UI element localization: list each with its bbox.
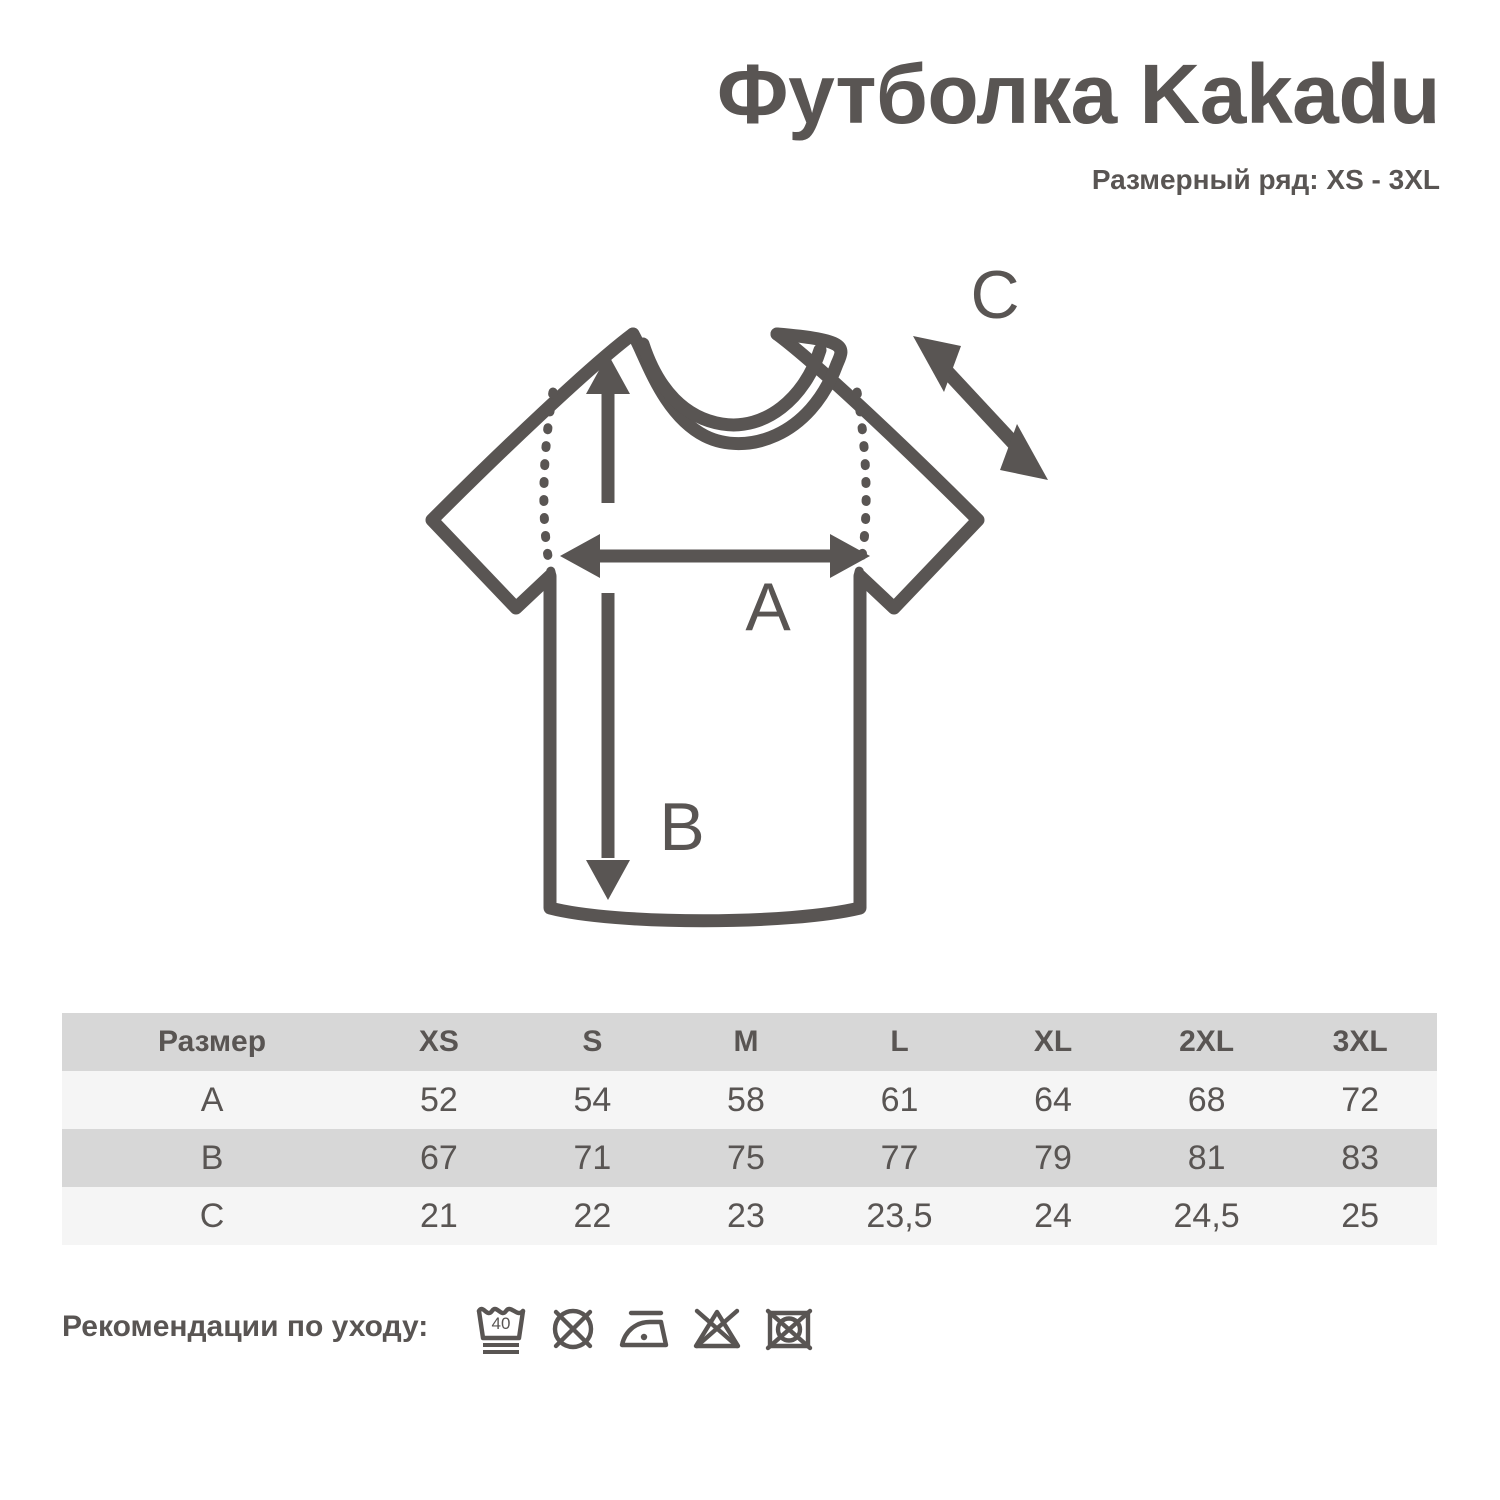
size-column-xs: XS bbox=[418, 1025, 459, 1058]
size-column-3xl: 3XL bbox=[1332, 1025, 1388, 1058]
wash-40-icon: 40 bbox=[477, 1306, 526, 1354]
table-row: C 21 22 23 23,5 24 24,5 25 bbox=[62, 1187, 1437, 1245]
cell-b-xs: 67 bbox=[419, 1138, 458, 1177]
measure-arrow-c bbox=[913, 336, 1048, 480]
cell-a-2xl: 68 bbox=[1187, 1080, 1226, 1119]
cell-c-xs: 21 bbox=[419, 1196, 458, 1235]
cell-c-l: 23,5 bbox=[866, 1196, 933, 1235]
tshirt-diagram: A B C bbox=[0, 268, 1500, 958]
care-instructions: Рекомендации по уходу: 40 bbox=[62, 1296, 1442, 1358]
size-table: Размер XS S M L XL 2XL 3XL A 52 54 58 61… bbox=[62, 1013, 1437, 1245]
measure-row-label-c: C bbox=[199, 1196, 225, 1235]
iron-dot bbox=[641, 1333, 648, 1341]
size-range-subtitle: Размерный ряд: XS - 3XL bbox=[1091, 163, 1440, 195]
care-icon-group: 40 bbox=[470, 1296, 820, 1358]
size-table-header-label: Размер bbox=[158, 1025, 267, 1058]
measure-row-label-b: B bbox=[200, 1138, 224, 1177]
size-table-header-row: Размер XS S M L XL 2XL 3XL bbox=[62, 1013, 1437, 1071]
cell-c-m: 23 bbox=[727, 1196, 765, 1235]
cell-c-xl: 24 bbox=[1034, 1196, 1072, 1235]
cell-b-3xl: 83 bbox=[1341, 1138, 1380, 1177]
right-armhole-seam-dashed bbox=[852, 387, 871, 581]
cell-b-xl: 79 bbox=[1034, 1138, 1072, 1177]
care-instructions-label: Рекомендации по уходу: bbox=[62, 1310, 429, 1343]
page-title: Футболка Kakadu bbox=[716, 47, 1441, 141]
cell-a-xl: 64 bbox=[1034, 1080, 1072, 1119]
cell-b-s: 71 bbox=[573, 1138, 612, 1177]
tshirt-body-outline bbox=[425, 327, 985, 928]
cell-c-3xl: 25 bbox=[1341, 1196, 1380, 1235]
size-column-s: S bbox=[582, 1025, 603, 1058]
measure-label-b: B bbox=[659, 789, 704, 865]
cell-a-3xl: 72 bbox=[1341, 1080, 1380, 1119]
do-not-bleach-icon bbox=[553, 1308, 594, 1350]
cell-b-m: 75 bbox=[727, 1138, 765, 1177]
page-header: Футболка Kakadu Размерный ряд: XS - 3XL bbox=[0, 0, 1500, 196]
cell-a-xs: 52 bbox=[419, 1080, 458, 1119]
tshirt-collar-inner bbox=[636, 337, 827, 432]
iron-low-icon bbox=[620, 1310, 669, 1348]
wash-temperature-text: 40 bbox=[492, 1314, 511, 1333]
tshirt-measurement-svg: A B C bbox=[425, 268, 1048, 928]
do-not-tumble-dry-icon bbox=[694, 1308, 741, 1349]
cell-b-2xl: 81 bbox=[1187, 1138, 1226, 1177]
measure-label-c: C bbox=[970, 268, 1019, 333]
cell-b-l: 77 bbox=[880, 1138, 919, 1177]
cell-a-s: 54 bbox=[573, 1080, 612, 1119]
cell-a-m: 58 bbox=[727, 1080, 765, 1119]
measure-label-a: A bbox=[745, 569, 791, 645]
measure-arrow-b bbox=[586, 354, 630, 900]
cell-c-s: 22 bbox=[573, 1196, 612, 1235]
do-not-dry-clean-icon bbox=[766, 1308, 813, 1351]
measure-row-label-a: A bbox=[200, 1080, 224, 1119]
cell-c-2xl: 24,5 bbox=[1173, 1196, 1240, 1235]
size-column-m: M bbox=[733, 1025, 759, 1058]
size-column-l: L bbox=[890, 1025, 909, 1058]
cell-a-l: 61 bbox=[880, 1080, 919, 1119]
table-row: A 52 54 58 61 64 68 72 bbox=[62, 1071, 1437, 1129]
size-column-2xl: 2XL bbox=[1179, 1025, 1235, 1058]
measure-arrow-a bbox=[560, 534, 870, 578]
left-armhole-seam-dashed bbox=[539, 387, 558, 581]
size-column-xl: XL bbox=[1033, 1025, 1073, 1058]
table-row: B 67 71 75 77 79 81 83 bbox=[62, 1129, 1437, 1187]
